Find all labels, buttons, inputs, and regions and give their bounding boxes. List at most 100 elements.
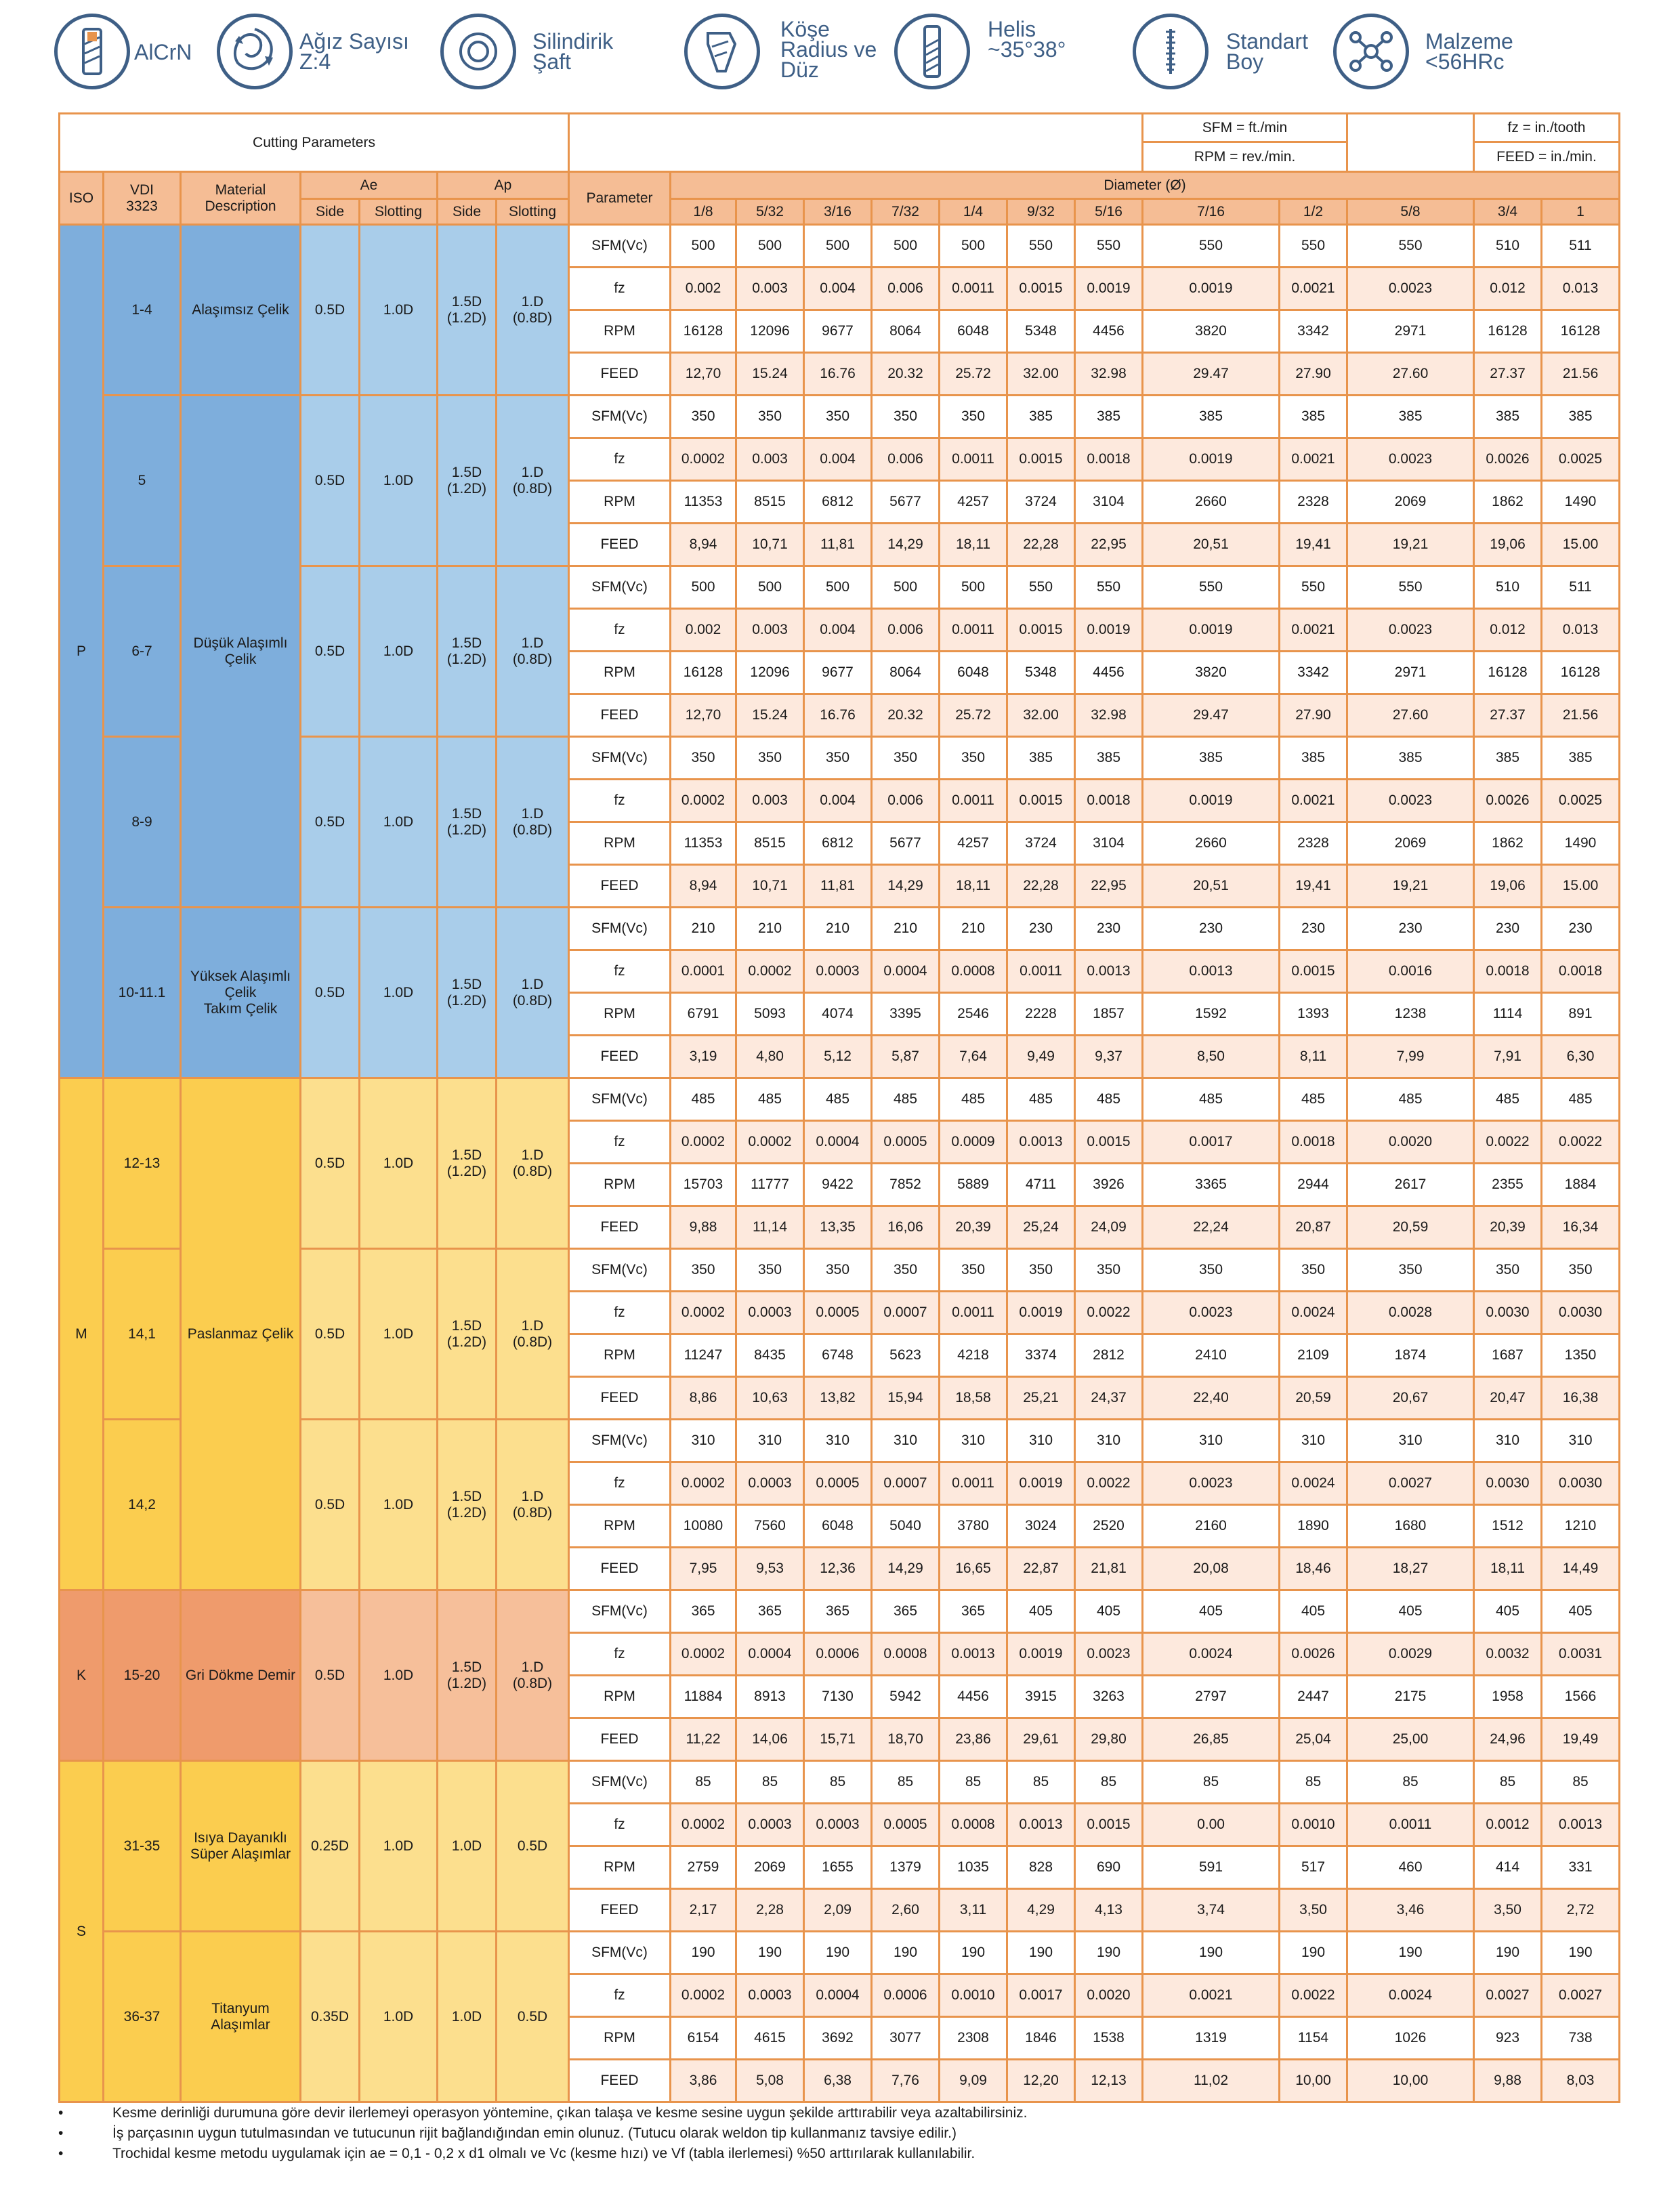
value-cell: 25,24 <box>1006 1205 1076 1250</box>
value-cell: 0.0013 <box>1141 949 1280 994</box>
value-cell: 0.0009 <box>938 1120 1008 1164</box>
feature-icon-bar: AlCrN Ağız Sayısı Z:4 Silindirik Şaft Kö… <box>0 0 1680 108</box>
value-cell: 85 <box>1006 1760 1076 1804</box>
value-cell: 485 <box>870 1077 940 1122</box>
value-cell: 0.004 <box>803 266 873 311</box>
value-cell: 1238 <box>1346 992 1475 1036</box>
value-cell: 6812 <box>803 480 873 524</box>
value-cell: 8064 <box>870 650 940 695</box>
vdi-cell: 14,2 <box>102 1418 182 1591</box>
parameter-name-cell: SFM(Vc) <box>568 736 671 780</box>
ap-slotting-cell: 1.D (0.8D) <box>495 1418 570 1591</box>
parameter-name-cell: SFM(Vc) <box>568 224 671 268</box>
value-cell: 350 <box>669 736 737 780</box>
value-cell: 3374 <box>1006 1333 1076 1378</box>
value-cell: 3342 <box>1278 650 1348 695</box>
value-cell: 85 <box>1141 1760 1280 1804</box>
value-cell: 210 <box>870 906 940 951</box>
value-cell: 310 <box>1473 1418 1542 1463</box>
value-cell: 190 <box>669 1930 737 1975</box>
value-cell: 1350 <box>1540 1333 1620 1378</box>
title-row: Cutting Parameters SFM = ft./min fz = in… <box>58 112 1620 173</box>
value-cell: 1566 <box>1540 1674 1620 1719</box>
value-cell: 7852 <box>870 1162 940 1207</box>
value-cell: 85 <box>1074 1760 1143 1804</box>
value-cell: 0.0005 <box>870 1120 940 1164</box>
value-cell: 0.0024 <box>1141 1632 1280 1676</box>
parameter-name-cell: RPM <box>568 992 671 1036</box>
value-cell: 0.0015 <box>1006 437 1076 482</box>
value-cell: 11,22 <box>669 1717 737 1762</box>
value-cell: 0.0025 <box>1540 437 1620 482</box>
ap-side-cell: 1.5D (1.2D) <box>436 906 497 1079</box>
value-cell: 21.56 <box>1540 693 1620 738</box>
value-cell: 29.47 <box>1141 693 1280 738</box>
value-cell: 0.0028 <box>1346 1290 1475 1335</box>
parameter-name-cell: SFM(Vc) <box>568 1930 671 1975</box>
value-cell: 15.00 <box>1540 864 1620 908</box>
value-cell: 5677 <box>870 480 940 524</box>
feature-helix: Helis ~35°38° <box>894 14 1111 95</box>
ae-slotting-cell: 1.0D <box>358 1930 438 2103</box>
value-cell: 2944 <box>1278 1162 1348 1207</box>
value-cell: 1512 <box>1473 1504 1542 1548</box>
value-cell: 0.0019 <box>1074 266 1143 311</box>
value-cell: 485 <box>1473 1077 1542 1122</box>
value-cell: 20,39 <box>1473 1205 1542 1250</box>
value-cell: 310 <box>669 1418 737 1463</box>
value-cell: 0.0021 <box>1278 266 1348 311</box>
vdi-cell: 8-9 <box>102 736 182 908</box>
value-cell: 20,08 <box>1141 1546 1280 1591</box>
value-cell: 485 <box>1278 1077 1348 1122</box>
ae-side-cell: 0.25D <box>299 1760 360 1932</box>
parameter-name-cell: SFM(Vc) <box>568 1418 671 1463</box>
value-cell: 9,49 <box>1006 1034 1076 1079</box>
value-cell: 16,06 <box>870 1205 940 1250</box>
value-cell: 11,14 <box>735 1205 805 1250</box>
value-cell: 0.0002 <box>669 1461 737 1506</box>
value-cell: 15,94 <box>870 1376 940 1420</box>
value-cell: 350 <box>669 1248 737 1292</box>
value-cell: 3,46 <box>1346 1888 1475 1932</box>
value-cell: 385 <box>1074 394 1143 439</box>
ae-side-cell: 0.5D <box>299 394 360 567</box>
value-cell: 1490 <box>1540 480 1620 524</box>
value-cell: 2520 <box>1074 1504 1143 1548</box>
value-cell: 0.003 <box>735 437 805 482</box>
value-cell: 16,34 <box>1540 1205 1620 1250</box>
value-cell: 14,29 <box>870 1546 940 1591</box>
table-row: fz 0.002 0.003 0.004 0.006 0.0011 0.0015 0.0019… <box>60 608 1620 652</box>
value-cell: 350 <box>938 394 1008 439</box>
value-cell: 3,86 <box>669 2058 737 2103</box>
value-cell: 0.0020 <box>1074 1973 1143 2018</box>
value-cell: 22,40 <box>1141 1376 1280 1420</box>
ap-header: Ap <box>436 171 570 200</box>
ap-side-cell: 1.5D (1.2D) <box>436 1589 497 1762</box>
value-cell: 0.0023 <box>1141 1461 1280 1506</box>
value-cell: 8,03 <box>1540 2058 1620 2103</box>
value-cell: 738 <box>1540 2016 1620 2060</box>
value-cell: 350 <box>669 394 737 439</box>
value-cell: 0.0013 <box>1074 949 1143 994</box>
value-cell: 3780 <box>938 1504 1008 1548</box>
ae-side-cell: 0.5D <box>299 565 360 738</box>
header-row-2: Side Slotting Side Slotting 1/8 5/32 3/16 7… <box>60 198 1620 226</box>
value-cell: 2328 <box>1278 480 1348 524</box>
value-cell: 0.0011 <box>938 778 1008 823</box>
value-cell: 500 <box>803 565 873 610</box>
value-cell: 4,29 <box>1006 1888 1076 1932</box>
value-cell: 11,81 <box>803 522 873 567</box>
value-cell: 12096 <box>735 309 805 354</box>
value-cell: 1379 <box>870 1845 940 1890</box>
table-row: RPM 16128 12096 9677 8064 6048 5348 4456 3820 334… <box>60 650 1620 695</box>
value-cell: 16128 <box>669 309 737 354</box>
value-cell: 4,80 <box>735 1034 805 1079</box>
value-cell: 85 <box>803 1760 873 1804</box>
value-cell: 0.002 <box>669 608 737 652</box>
ap-side-cell: 1.5D (1.2D) <box>436 1077 497 1250</box>
value-cell: 27.60 <box>1346 352 1475 396</box>
value-cell: 0.0002 <box>669 1632 737 1676</box>
value-cell: 1862 <box>1473 480 1542 524</box>
value-cell: 9677 <box>803 309 873 354</box>
value-cell: 12,70 <box>669 693 737 738</box>
